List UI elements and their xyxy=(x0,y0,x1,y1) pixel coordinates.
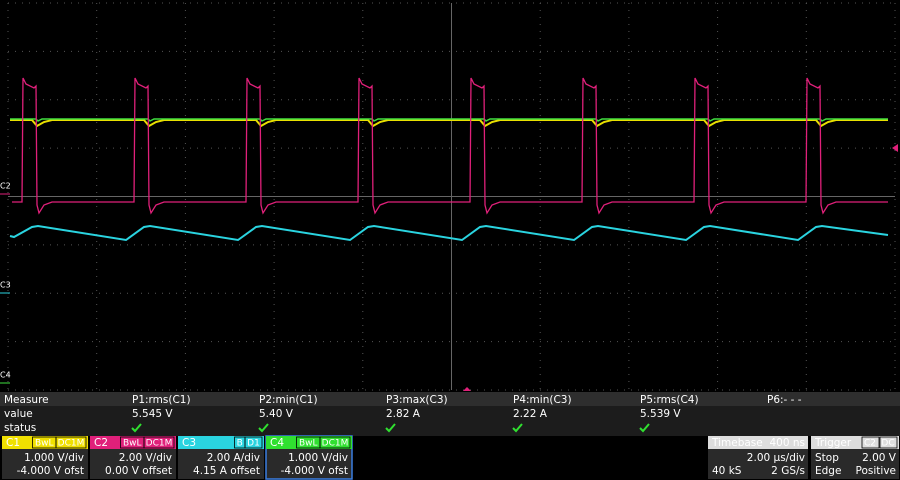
trigger-source-box xyxy=(861,436,880,449)
channel-tag-box xyxy=(296,436,321,449)
channel-tag: D1 xyxy=(247,439,260,449)
status-check xyxy=(639,423,650,433)
timebase-label: Timebase xyxy=(711,437,763,449)
traces: C2 C3 C4 xyxy=(0,77,889,384)
measure-value: 5.539 V xyxy=(640,408,681,420)
measure-name: P2:min(C1) xyxy=(259,394,318,406)
control-panel: Measure value status P1:rms(C1) 5.545 V P2:mi… xyxy=(0,392,900,480)
channel-offset: 0.00 V offset xyxy=(105,465,172,477)
channel-tag: BwL xyxy=(123,439,142,449)
trigger-label: Trigger xyxy=(814,437,852,449)
channel-tag-box xyxy=(120,436,145,449)
measure-name: P1:rms(C1) xyxy=(132,394,191,406)
measure-name: P3:max(C3) xyxy=(386,394,448,406)
channel-scale: 2.00 A/div xyxy=(207,452,260,464)
channel-header xyxy=(90,436,176,449)
status-check xyxy=(258,423,269,433)
channel-offset: -4.000 V ofst xyxy=(281,465,348,477)
channel-label: C2 xyxy=(94,437,108,449)
channel-tag: BwL xyxy=(299,439,318,449)
trigger-level-marker xyxy=(892,144,898,152)
channel-label: C3 xyxy=(182,437,196,449)
channel-header xyxy=(178,436,264,449)
timebase-delay: 400 ns xyxy=(769,437,805,449)
measure-header: Measure xyxy=(4,394,49,406)
measure-value: 5.40 V xyxy=(259,408,294,420)
channel-offset: -4.000 V ofst xyxy=(17,465,84,477)
timebase-scale: 2.00 µs/div xyxy=(747,452,805,464)
measure-name: P4:min(C3) xyxy=(513,394,572,406)
status-check xyxy=(131,423,142,433)
trigger-level: 2.00 V xyxy=(862,452,897,464)
channel-scale: 1.000 V/div xyxy=(24,452,84,464)
timebase-rate: 2 GS/s xyxy=(771,465,805,477)
trace-c3 xyxy=(9,224,889,242)
status-check xyxy=(512,423,523,433)
trigger-header xyxy=(811,436,899,449)
channel-tag: B xyxy=(237,439,243,449)
measure-value: 2.22 A xyxy=(513,408,548,420)
channel-tag: DC1M xyxy=(146,439,173,449)
measure-header-bg xyxy=(0,392,900,406)
row-label: status xyxy=(4,422,36,434)
channel-label: C4 xyxy=(270,437,284,449)
row-label: value xyxy=(4,408,33,420)
measure-name: P6:- - - xyxy=(767,394,802,406)
channel-marker: C4 xyxy=(0,371,11,380)
channel-header xyxy=(2,436,88,449)
channel-tag: DC1M xyxy=(58,439,85,449)
measure-value: 2.82 A xyxy=(386,408,421,420)
measure-name: P5:rms(C4) xyxy=(640,394,699,406)
channel-header xyxy=(266,436,352,449)
channel-tag: BwL xyxy=(35,439,54,449)
trace-c1 xyxy=(10,119,888,128)
channel-marker: C3 xyxy=(0,281,11,290)
channel-marker: C2 xyxy=(0,182,11,191)
channel-scale: 2.00 V/div xyxy=(119,452,172,464)
timebase-header xyxy=(708,436,808,449)
status-check xyxy=(385,423,396,433)
channel-scale: 1.000 V/div xyxy=(288,452,348,464)
graticule xyxy=(7,2,896,391)
channel-label: C1 xyxy=(6,437,20,449)
channel-tag-box xyxy=(32,436,57,449)
channel-tag: DC1M xyxy=(322,439,349,449)
channel-tag-box xyxy=(234,436,246,449)
channel-offset: 4.15 A offset xyxy=(193,465,260,477)
trigger-mode: Stop xyxy=(815,452,839,464)
measure-value: 5.545 V xyxy=(132,408,173,420)
trigger-slope: Positive xyxy=(856,465,896,477)
trigger-coupling-box xyxy=(879,436,898,449)
trace-c2 xyxy=(12,77,888,215)
trigger-position-marker xyxy=(463,387,471,391)
timebase-samples: 40 kS xyxy=(712,465,742,477)
trigger-type: Edge xyxy=(815,465,841,477)
trigger-source: C2 xyxy=(864,439,876,449)
trigger-coupling: DC xyxy=(881,439,894,449)
